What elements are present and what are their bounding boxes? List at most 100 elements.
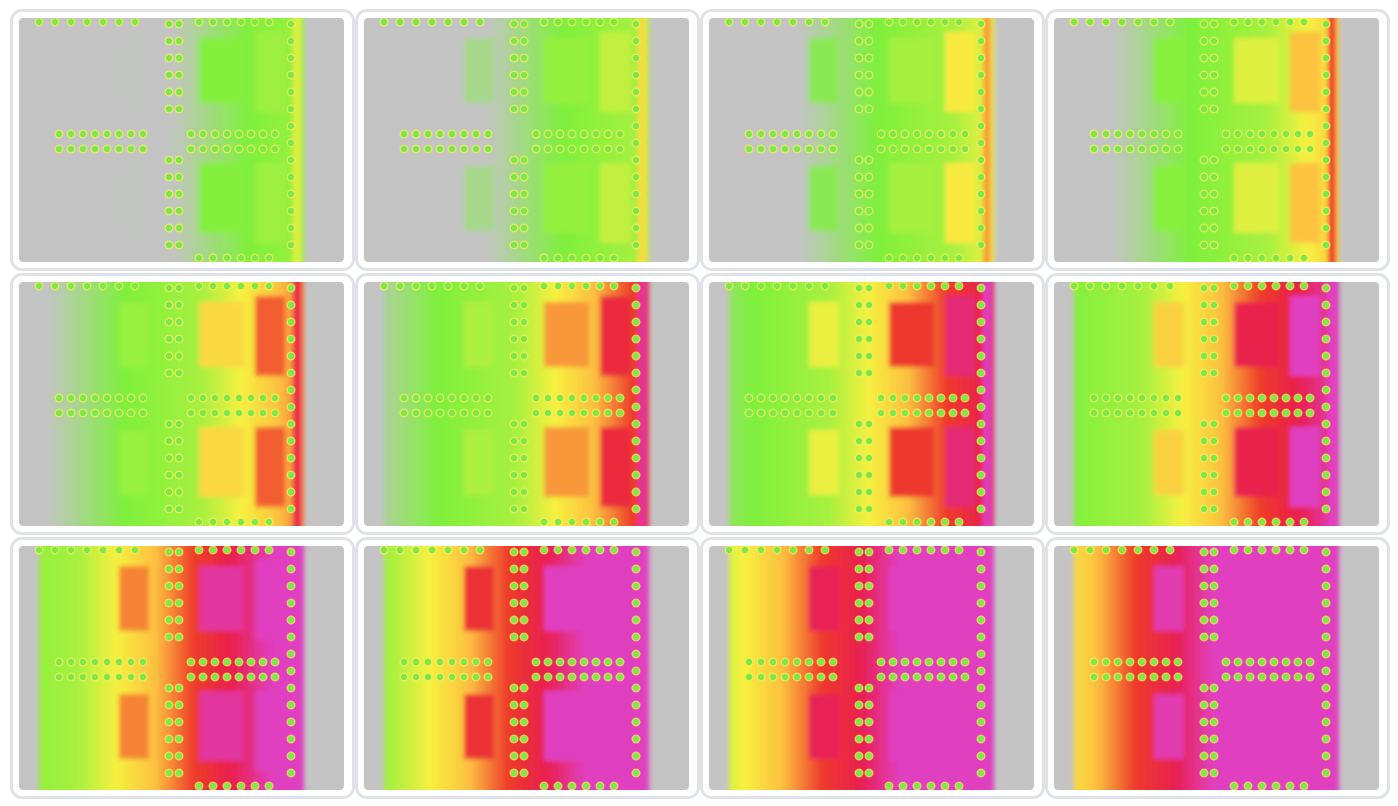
via <box>745 130 753 138</box>
via <box>400 673 408 681</box>
via <box>520 684 528 692</box>
heat-strip <box>141 282 148 526</box>
via <box>1294 145 1302 153</box>
heat-strip <box>279 18 286 262</box>
via <box>977 207 985 215</box>
thermal-image <box>1054 282 1379 526</box>
via <box>235 130 243 138</box>
heat-strip <box>1182 282 1189 526</box>
heat-strip <box>225 546 232 790</box>
via <box>412 18 420 26</box>
via <box>913 254 921 262</box>
via <box>1244 282 1252 290</box>
via <box>460 409 468 417</box>
via <box>1138 145 1146 153</box>
via <box>1286 518 1294 526</box>
heat-strip <box>825 282 832 526</box>
via <box>1150 394 1158 402</box>
via <box>1090 145 1098 153</box>
via <box>1258 658 1266 666</box>
heat-strip <box>129 18 136 262</box>
via <box>484 658 492 666</box>
heat-field <box>39 18 304 262</box>
pad <box>1290 32 1320 112</box>
heat-strip <box>885 18 892 262</box>
via <box>287 488 295 496</box>
heat-strip <box>1080 18 1087 262</box>
heat-strip <box>153 546 160 790</box>
pad <box>1234 163 1279 233</box>
via <box>1282 130 1290 138</box>
via <box>632 284 640 292</box>
via <box>91 673 99 681</box>
heat-strip <box>765 546 772 790</box>
heat-strip <box>957 546 964 790</box>
via <box>1294 658 1302 666</box>
pad <box>600 427 630 507</box>
via <box>855 454 863 462</box>
heat-strip <box>813 282 820 526</box>
heat-strip <box>963 282 970 526</box>
via <box>412 282 420 290</box>
via <box>941 254 949 262</box>
via <box>1322 88 1330 96</box>
via <box>1322 701 1330 709</box>
heat-strip <box>81 546 88 790</box>
pad <box>119 430 149 495</box>
heat-strip <box>57 282 64 526</box>
via <box>632 650 640 658</box>
heat-strip <box>444 18 451 262</box>
heat-strip <box>456 546 463 790</box>
heat-strip <box>1098 546 1105 790</box>
via <box>977 71 985 79</box>
via <box>855 437 863 445</box>
via <box>901 145 909 153</box>
via <box>396 282 404 290</box>
heat-strip <box>1188 282 1195 526</box>
via <box>510 173 518 181</box>
via <box>1174 394 1182 402</box>
via <box>949 145 957 153</box>
via <box>1246 658 1254 666</box>
via <box>223 673 231 681</box>
via <box>745 394 753 402</box>
via <box>67 658 75 666</box>
heat-strip <box>1074 18 1081 262</box>
via <box>865 548 873 556</box>
heat-strip <box>480 18 487 262</box>
via <box>1272 282 1280 290</box>
heat-strip <box>384 282 391 526</box>
heat-strip <box>771 18 778 262</box>
via <box>251 518 259 526</box>
via <box>937 658 945 666</box>
via <box>510 565 518 573</box>
via <box>1200 224 1208 232</box>
via <box>540 546 548 554</box>
heat-strip <box>456 18 463 262</box>
heat-strip <box>1104 282 1111 526</box>
via <box>865 565 873 573</box>
via <box>855 548 863 556</box>
via <box>977 318 985 326</box>
via <box>1200 335 1208 343</box>
heat-strip <box>867 18 874 262</box>
via <box>977 190 985 198</box>
pad <box>199 691 244 761</box>
heat-strip <box>75 546 82 790</box>
heat-strip <box>75 18 82 262</box>
heat-strip <box>171 282 178 526</box>
via <box>1306 673 1314 681</box>
via <box>1322 284 1330 292</box>
heat-strip <box>219 546 226 790</box>
heat-strip <box>552 546 559 790</box>
via <box>1200 318 1208 326</box>
heat-strip <box>135 18 142 262</box>
heat-strip <box>624 18 631 262</box>
heat-strip <box>219 18 226 262</box>
via <box>139 394 147 402</box>
via <box>855 284 863 292</box>
via <box>115 546 123 554</box>
via <box>1258 673 1266 681</box>
via <box>977 156 985 164</box>
edge-band <box>1328 18 1336 262</box>
